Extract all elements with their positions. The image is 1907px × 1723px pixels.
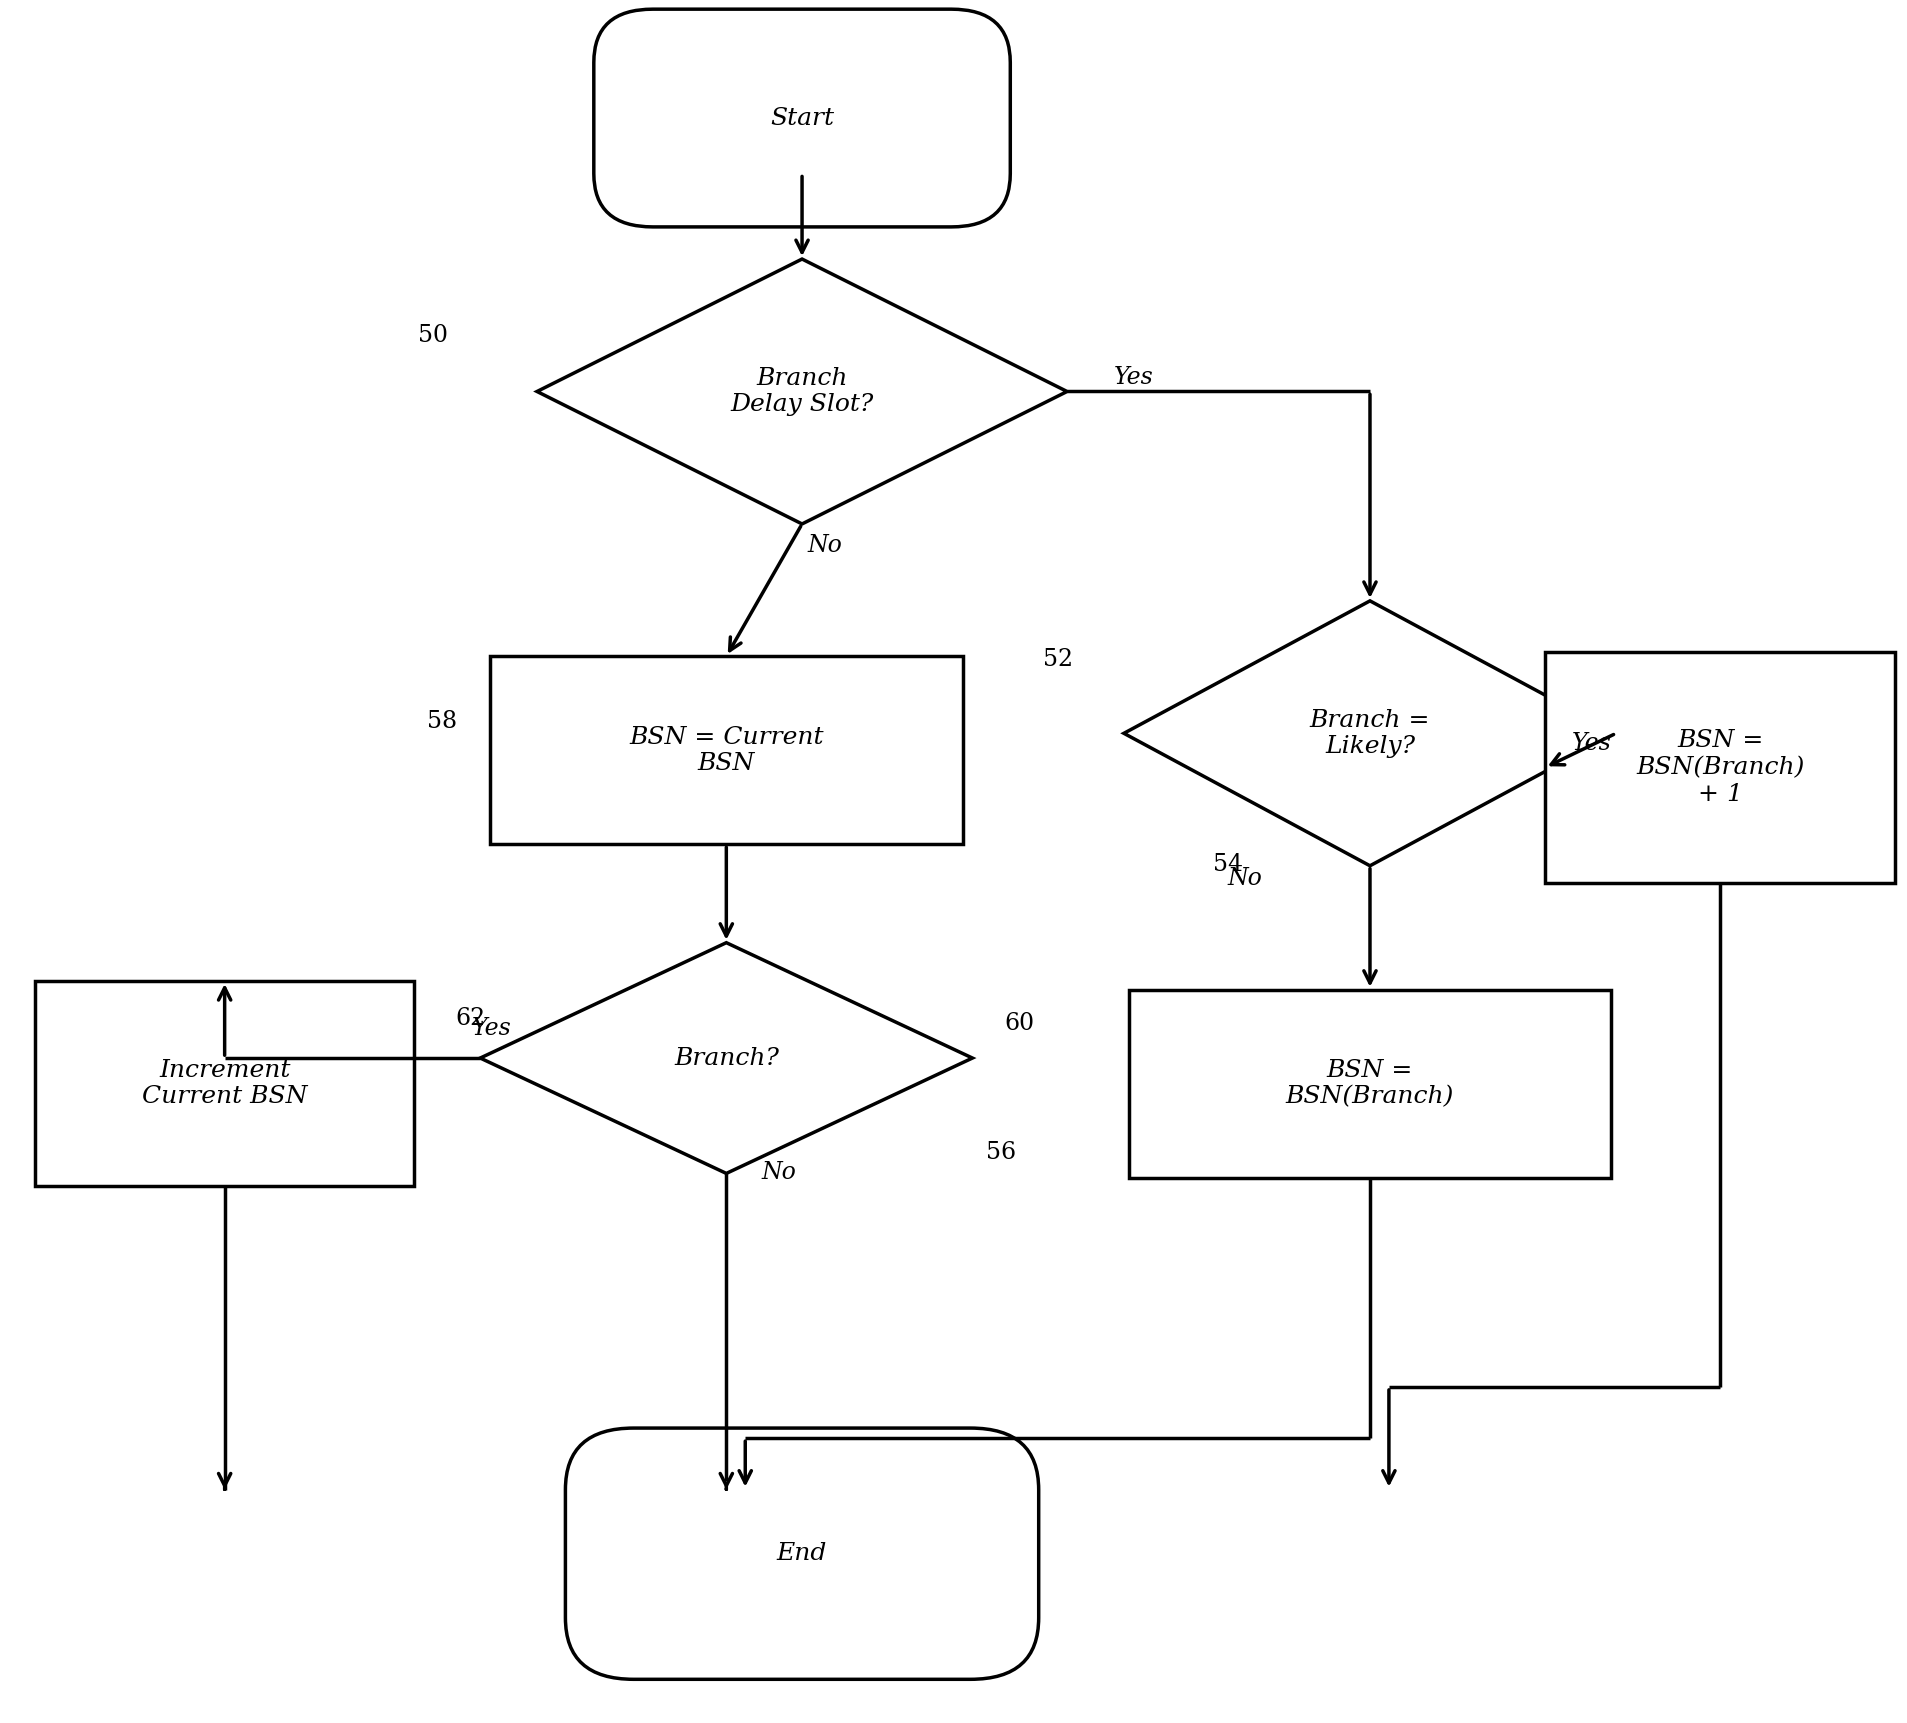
FancyBboxPatch shape [593, 9, 1011, 227]
Text: BSN =
BSN(Branch)
+ 1: BSN = BSN(Branch) + 1 [1636, 729, 1804, 806]
Text: 50: 50 [418, 324, 448, 346]
Text: Branch =
Likely?: Branch = Likely? [1310, 708, 1430, 758]
Text: 56: 56 [986, 1141, 1016, 1163]
Polygon shape [481, 942, 973, 1173]
Text: Increment
Current BSN: Increment Current BSN [141, 1060, 307, 1108]
Polygon shape [538, 258, 1068, 524]
Polygon shape [1123, 601, 1615, 865]
Text: No: No [1228, 867, 1262, 891]
Text: No: No [807, 534, 843, 557]
Text: 54: 54 [1213, 853, 1243, 877]
Text: BSN = Current
BSN: BSN = Current BSN [629, 725, 824, 775]
Text: Branch
Delay Slot?: Branch Delay Slot? [730, 367, 873, 417]
Text: Branch?: Branch? [673, 1046, 778, 1070]
Text: Yes: Yes [1114, 367, 1154, 389]
Text: Start: Start [770, 107, 833, 129]
FancyBboxPatch shape [564, 1428, 1039, 1680]
Text: No: No [763, 1161, 797, 1184]
Text: 60: 60 [1005, 1013, 1036, 1036]
Text: 58: 58 [427, 710, 458, 732]
Bar [490, 656, 963, 844]
Text: Yes: Yes [1571, 732, 1611, 755]
Bar [36, 980, 414, 1185]
Bar [1129, 989, 1611, 1179]
Text: 52: 52 [1043, 648, 1072, 672]
Bar [1545, 651, 1896, 882]
Text: 62: 62 [456, 1008, 486, 1030]
Text: Yes: Yes [471, 1018, 511, 1041]
Text: End: End [776, 1542, 828, 1564]
Text: BSN =
BSN(Branch): BSN = BSN(Branch) [1285, 1060, 1455, 1108]
